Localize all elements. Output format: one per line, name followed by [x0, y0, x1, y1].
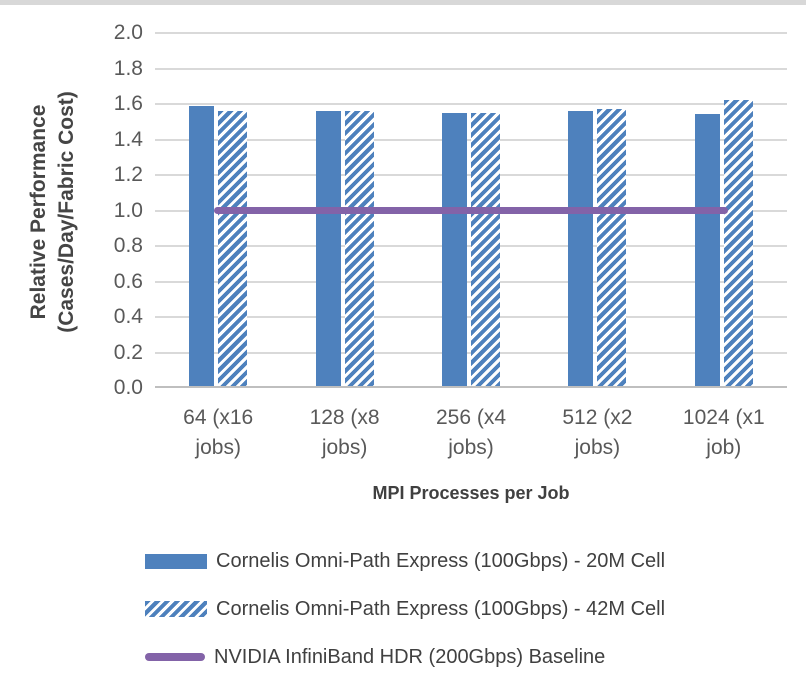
y-tick-label: 1.4 — [113, 127, 143, 151]
legend-label-42m-cell: Cornelis Omni-Path Express (100Gbps) - 4… — [216, 597, 666, 620]
plot-area — [155, 32, 787, 388]
y-tick-label: 0.2 — [113, 340, 143, 364]
bar-group — [442, 112, 500, 386]
solid-bar-swatch-icon — [145, 553, 207, 569]
y-tick-label: 1.8 — [113, 56, 143, 80]
hatched-bar-swatch-icon — [145, 601, 207, 617]
bar-20m-cell — [315, 110, 341, 386]
legend-row-20m-cell: Cornelis Omni-Path Express (100Gbps) - 2… — [145, 546, 665, 576]
y-tick-label: 0.4 — [113, 305, 143, 328]
bar-42m-cell — [218, 110, 248, 386]
y-tick-label: 1.0 — [113, 198, 143, 222]
y-axis-title-line2: (Cases/Day/Fabric Cost) — [55, 91, 78, 333]
y-tick-label: 0.8 — [113, 234, 143, 257]
legend-label-baseline: NVIDIA InfiniBand HDR (200Gbps) Baseline — [214, 645, 606, 668]
bar-20m-cell — [568, 110, 594, 386]
bar-20m-cell — [189, 105, 215, 386]
window-top-edge — [0, 0, 806, 5]
legend-label-20m-cell: Cornelis Omni-Path Express (100Gbps) - 2… — [216, 549, 666, 572]
gridline — [155, 103, 787, 105]
x-tick-label: 512 (x2 jobs) — [562, 406, 633, 459]
y-tick-label: 1.6 — [113, 92, 143, 115]
x-axis-tick-labels: 64 (x16 jobs) 128 (x8 jobs) 256 (x4 jobs) 5… — [155, 403, 787, 473]
x-tick-label: 128 (x8 jobs) — [309, 406, 380, 459]
y-tick-label: 2.0 — [113, 21, 143, 44]
gridline — [155, 67, 787, 70]
x-tick-label: 256 (x4 jobs) — [435, 406, 507, 459]
gridline — [155, 32, 787, 34]
legend-row-baseline: NVIDIA InfiniBand HDR (200Gbps) Baseline — [145, 642, 665, 672]
bar-42m-cell — [471, 112, 500, 386]
y-tick-label: 1.2 — [113, 163, 143, 186]
baseline-line — [214, 207, 728, 214]
bar-group — [568, 109, 627, 386]
y-axis-title-line1: Relative Performance — [27, 104, 50, 320]
x-tick-label: 64 (x16 jobs) — [183, 406, 254, 459]
legend-row-42m-cell: Cornelis Omni-Path Express (100Gbps) - 4… — [145, 594, 665, 624]
bar-42m-cell — [723, 100, 753, 386]
y-tick-label: 0.0 — [113, 376, 143, 399]
bar-group — [315, 110, 374, 386]
bar-20m-cell — [442, 112, 467, 386]
y-axis-tick-labels: 0.0 0.2 0.4 0.6 0.8 1.0 1.2 1.4 1.6 1.8 2.0 — [85, 21, 143, 399]
x-axis-title: MPI Processes per Job — [372, 483, 570, 503]
bar-group — [694, 100, 753, 386]
bar-group — [189, 105, 248, 386]
bar-42m-cell — [597, 109, 627, 386]
x-tick-label: 1024 (x1 job) — [682, 406, 765, 459]
y-tick-label: 0.6 — [113, 269, 143, 293]
chart-legend: Cornelis Omni-Path Express (100Gbps) - 2… — [145, 546, 665, 672]
y-axis-title: Relative Performance (Cases/Day/Fabric C… — [25, 47, 81, 377]
bar-42m-cell — [344, 110, 374, 386]
bar-20m-cell — [694, 114, 720, 386]
baseline-line-swatch-icon — [145, 653, 205, 661]
